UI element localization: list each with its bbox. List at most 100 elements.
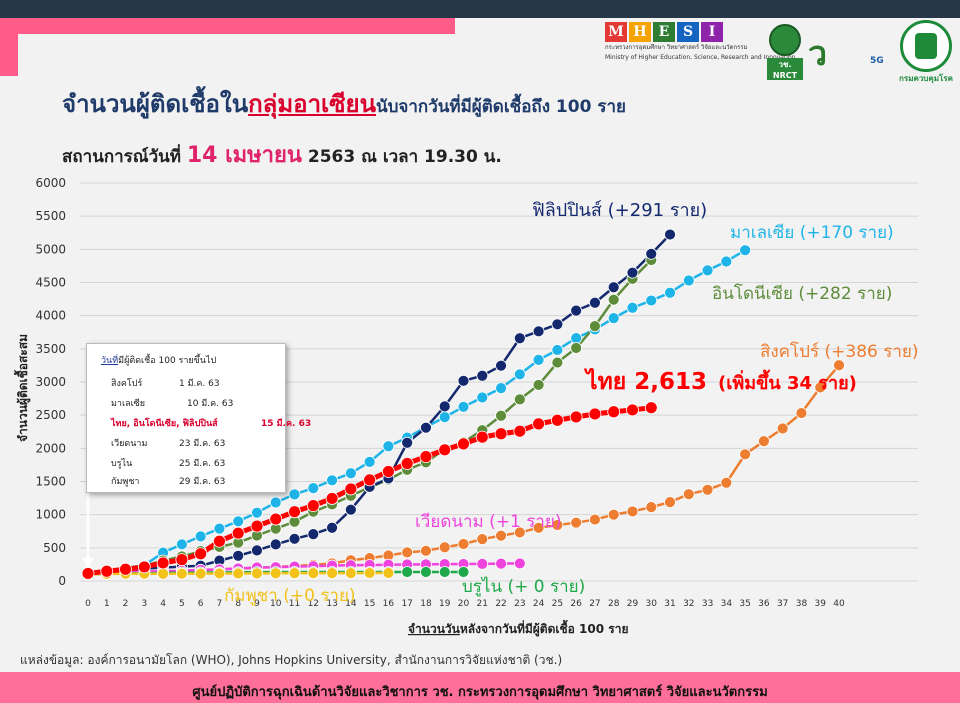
data-point	[288, 488, 301, 501]
data-point	[457, 437, 470, 451]
data-point	[532, 521, 545, 534]
x-tick-label: 22	[495, 599, 506, 609]
x-tick-label: 7	[217, 599, 223, 609]
data-point	[232, 515, 245, 528]
data-point	[645, 501, 658, 514]
info-box-row: กัมพูชา 29 มี.ค. 63	[111, 474, 225, 488]
mhesi-letter: S	[677, 22, 699, 42]
x-tick-label: 14	[345, 599, 357, 609]
v5g-sub: 5G	[870, 56, 884, 66]
data-point	[795, 407, 808, 419]
data-point	[269, 567, 282, 580]
y-tick-label: 1000	[35, 508, 66, 522]
mhesi-name-th: กระทรวงการอุดมศึกษา วิทยาศาสตร์ วิจัยและ…	[605, 44, 748, 51]
data-point	[551, 356, 564, 369]
data-point	[550, 413, 564, 427]
x-tick-label: 30	[646, 599, 658, 609]
info-box-country: ไทย, อินโดนีเซีย, ฟิลิปปินส์	[111, 419, 218, 429]
info-box-date: 29 มี.ค. 63	[179, 477, 226, 487]
y-tick-label: 2500	[35, 408, 66, 422]
data-point	[307, 567, 320, 580]
x-tick-label: 24	[533, 599, 545, 609]
series-label: บรูไน (+ 0 ราย)	[462, 576, 585, 597]
data-point	[551, 318, 564, 331]
data-point	[307, 528, 320, 541]
data-point	[776, 422, 789, 435]
data-point	[326, 521, 338, 534]
moph-label: กรมควบคุมโรค	[899, 74, 953, 83]
data-point	[269, 538, 282, 551]
x-axis-label-rest: หลังจากวันที่มีผู้ติดเชื้อ 100 ราย	[460, 619, 629, 637]
data-point	[570, 516, 583, 529]
data-point	[476, 557, 489, 570]
data-point	[589, 513, 601, 526]
info-box-country: บรูไน	[111, 459, 133, 469]
x-tick-label: 39	[814, 599, 826, 609]
mhesi-letter: M	[605, 22, 627, 42]
info-box-header-rest: มีผู้ติดเชื้อ 100 รายขึ้นไป	[118, 356, 217, 366]
data-point	[701, 264, 714, 277]
data-point	[457, 538, 470, 550]
data-point	[231, 526, 245, 540]
x-tick-label: 18	[420, 599, 432, 609]
series-label: สิงคโปร์ (+386 ราย)	[760, 341, 919, 362]
nrct-logo: วช. NRCT	[767, 22, 803, 80]
data-point	[626, 266, 639, 279]
data-point	[495, 382, 507, 395]
data-point	[645, 294, 658, 307]
data-point	[457, 400, 470, 413]
subtitle-part2: 2563 ณ เวลา 19.30 น.	[307, 147, 502, 167]
series-label: อินโดนีเซีย (+282 ราย)	[712, 283, 892, 304]
data-point	[513, 332, 526, 345]
series-label: ฟิลิปปินส์ (+291 ราย)	[532, 200, 707, 221]
data-point	[344, 482, 358, 496]
data-point	[232, 567, 245, 580]
x-tick-label: 35	[739, 599, 750, 609]
data-point	[344, 567, 357, 580]
nrct-emblem-icon	[769, 24, 801, 56]
data-point	[607, 312, 620, 325]
info-box-date: 1 มี.ค. 63	[179, 379, 220, 389]
data-point	[551, 344, 564, 356]
data-point	[269, 496, 282, 509]
info-box-country: มาเลเซีย	[111, 399, 146, 409]
x-tick-label: 0	[85, 599, 91, 609]
x-tick-label: 5	[179, 599, 185, 609]
x-tick-label: 28	[608, 599, 620, 609]
x-tick-label: 27	[589, 599, 600, 609]
x-tick-label: 26	[570, 599, 582, 609]
x-tick-label: 6	[198, 599, 204, 609]
data-point	[288, 567, 301, 580]
x-tick-label: 25	[552, 599, 563, 609]
info-box-row: บรูไน 25 มี.ค. 63	[111, 456, 225, 470]
info-box-header: วันที่มีผู้ติดเชื้อ 100 รายขึ้นไป	[101, 353, 216, 367]
data-point	[513, 424, 527, 438]
x-tick-label: 16	[383, 599, 395, 609]
data-point	[495, 359, 507, 372]
series-label: มาเลเซีย (+170 ราย)	[730, 223, 894, 243]
data-point	[288, 532, 301, 545]
data-point	[644, 401, 658, 415]
data-point	[194, 530, 207, 543]
data-point	[175, 567, 188, 580]
info-box-date: 15 มี.ค. 63	[261, 419, 312, 429]
mhesi-letter: H	[629, 22, 651, 42]
x-tick-label: 17	[401, 599, 412, 609]
data-point	[495, 529, 507, 542]
data-point	[401, 566, 414, 578]
title-part1: จำนวนผู้ติดเชื้อใน	[62, 90, 249, 118]
footer-bar	[0, 672, 960, 703]
x-tick-label: 29	[627, 599, 639, 609]
data-point	[570, 342, 583, 354]
data-point	[833, 359, 845, 372]
x-tick-label: 21	[477, 599, 488, 609]
data-point	[457, 566, 470, 578]
series-label-thailand-increase: (เพิ่มขึ้น 34 ราย)	[718, 369, 857, 394]
x-tick-label: 11	[289, 599, 300, 609]
data-point	[607, 508, 620, 521]
x-tick-label: 4	[160, 599, 166, 609]
data-point	[119, 562, 132, 576]
data-point	[494, 427, 508, 441]
